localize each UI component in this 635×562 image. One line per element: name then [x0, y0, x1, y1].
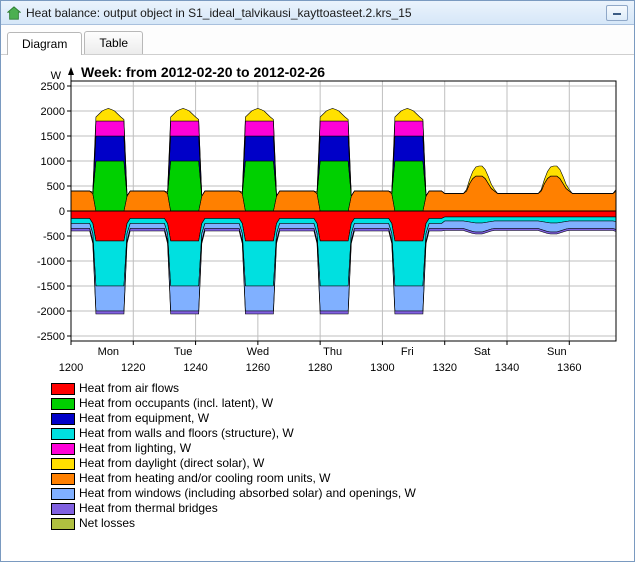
legend-swatch [51, 413, 75, 425]
svg-text:Thu: Thu [323, 346, 342, 358]
legend-swatch [51, 488, 75, 500]
content-area: Diagram Table -2500 -2000 -1500 -1000 -500 0 5… [1, 25, 634, 537]
svg-text:1340: 1340 [495, 362, 519, 374]
legend-label: Heat from windows (including absorbed so… [79, 486, 416, 501]
legend-swatch [51, 458, 75, 470]
svg-text:2000: 2000 [41, 106, 65, 118]
plot-area: -2500 -2000 -1500 -1000 -500 0 500 1000 1500 2000… [1, 55, 634, 537]
legend-swatch [51, 398, 75, 410]
svg-text:1200: 1200 [59, 362, 83, 374]
heat-balance-chart: -2500 -2000 -1500 -1000 -500 0 500 1000 1500 2000… [9, 59, 624, 379]
svg-text:-500: -500 [43, 231, 65, 243]
svg-text:1300: 1300 [370, 362, 394, 374]
svg-text:Wed: Wed [247, 346, 269, 358]
legend-label: Net losses [79, 516, 135, 531]
legend-label: Heat from thermal bridges [79, 501, 218, 516]
legend-swatch [51, 503, 75, 515]
app-window: Heat balance: output object in S1_ideal_… [0, 0, 635, 562]
legend-swatch [51, 428, 75, 440]
legend-item: Heat from windows (including absorbed so… [51, 486, 626, 501]
svg-text:-1500: -1500 [37, 281, 65, 293]
legend-swatch [51, 518, 75, 530]
svg-text:Sat: Sat [474, 346, 491, 358]
legend-label: Heat from air flows [79, 381, 179, 396]
legend-label: Heat from occupants (incl. latent), W [79, 396, 273, 411]
svg-text:1280: 1280 [308, 362, 332, 374]
legend-item: Heat from thermal bridges [51, 501, 626, 516]
svg-text:1320: 1320 [432, 362, 456, 374]
legend-item: Heat from lighting, W [51, 441, 626, 456]
svg-text:2500: 2500 [41, 81, 65, 93]
svg-text:Week: from 2012-02-20 to 2012-: Week: from 2012-02-20 to 2012-02-26 [81, 64, 325, 80]
svg-text:-2000: -2000 [37, 306, 65, 318]
legend-swatch [51, 383, 75, 395]
svg-text:1360: 1360 [557, 362, 581, 374]
legend-item: Heat from air flows [51, 381, 626, 396]
svg-text:Tue: Tue [174, 346, 193, 358]
svg-text:1220: 1220 [121, 362, 145, 374]
app-icon [7, 6, 21, 20]
legend-label: Heat from heating and/or cooling room un… [79, 471, 330, 486]
legend-swatch [51, 443, 75, 455]
svg-text:1000: 1000 [41, 156, 65, 168]
svg-text:1500: 1500 [41, 131, 65, 143]
titlebar: Heat balance: output object in S1_ideal_… [1, 1, 634, 25]
svg-text:1260: 1260 [246, 362, 270, 374]
svg-text:-2500: -2500 [37, 331, 65, 343]
legend-item: Heat from daylight (direct solar), W [51, 456, 626, 471]
legend-item: Heat from occupants (incl. latent), W [51, 396, 626, 411]
tab-diagram[interactable]: Diagram [7, 32, 82, 55]
legend-item: Net losses [51, 516, 626, 531]
svg-text:-1000: -1000 [37, 256, 65, 268]
svg-text:500: 500 [47, 181, 65, 193]
tab-bar: Diagram Table [1, 25, 634, 55]
tab-table[interactable]: Table [84, 31, 143, 54]
legend-label: Heat from daylight (direct solar), W [79, 456, 264, 471]
legend-label: Heat from walls and floors (structure), … [79, 426, 294, 441]
svg-text:Fri: Fri [401, 346, 414, 358]
legend: Heat from air flowsHeat from occupants (… [9, 379, 626, 537]
svg-text:0: 0 [59, 206, 65, 218]
minimize-button[interactable] [606, 5, 628, 21]
window-title: Heat balance: output object in S1_ideal_… [26, 6, 606, 20]
legend-item: Heat from equipment, W [51, 411, 626, 426]
legend-label: Heat from equipment, W [79, 411, 209, 426]
legend-swatch [51, 473, 75, 485]
svg-text:1240: 1240 [183, 362, 207, 374]
legend-item: Heat from heating and/or cooling room un… [51, 471, 626, 486]
svg-text:W: W [51, 70, 62, 82]
legend-item: Heat from walls and floors (structure), … [51, 426, 626, 441]
svg-text:Sun: Sun [547, 346, 567, 358]
legend-label: Heat from lighting, W [79, 441, 191, 456]
svg-text:Mon: Mon [98, 346, 119, 358]
